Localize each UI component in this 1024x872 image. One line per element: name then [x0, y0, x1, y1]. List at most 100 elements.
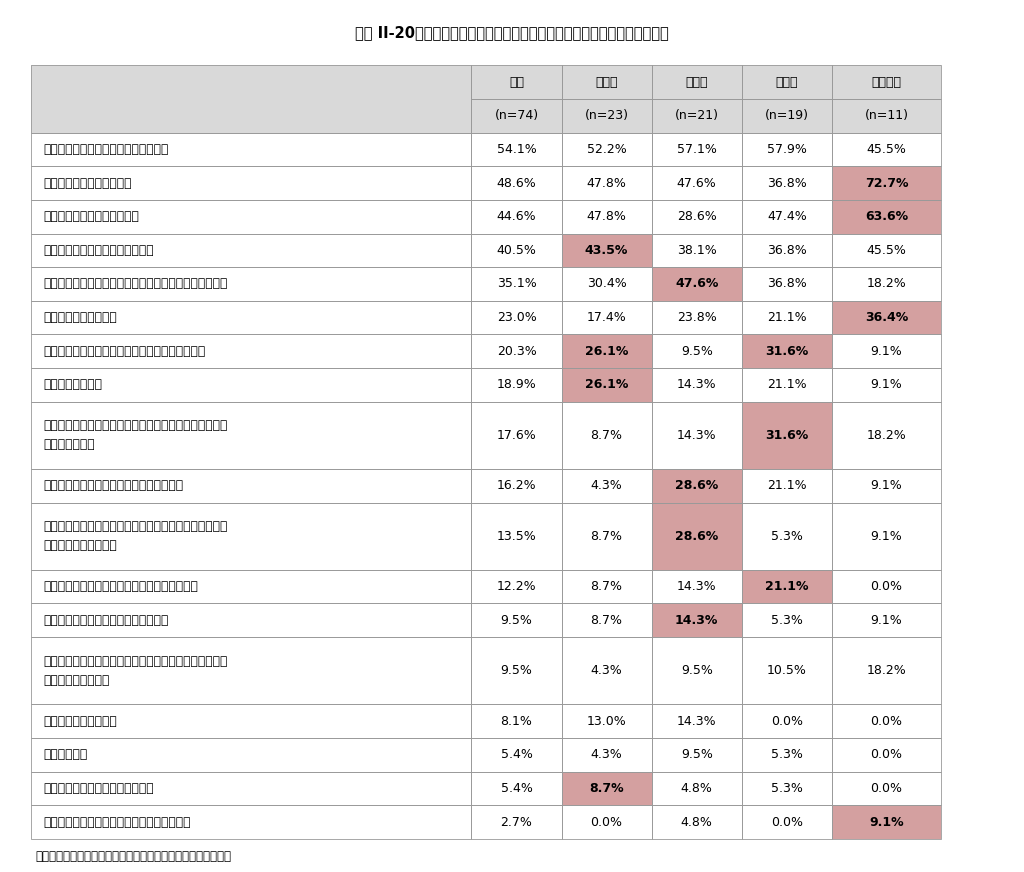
- Text: 見守り、声掛け等のサービスが付いているから: 見守り、声掛け等のサービスが付いているから: [43, 580, 198, 593]
- Bar: [651, 234, 741, 267]
- Text: 4.8%: 4.8%: [681, 782, 713, 795]
- Bar: [471, 234, 561, 267]
- Text: 0.0%: 0.0%: [591, 815, 623, 828]
- Text: 9.5%: 9.5%: [681, 748, 713, 761]
- Bar: [471, 502, 561, 569]
- Bar: [651, 502, 741, 569]
- Text: 31.6%: 31.6%: [765, 344, 808, 358]
- Bar: [471, 772, 561, 805]
- Bar: [831, 603, 941, 637]
- Text: 14.3%: 14.3%: [677, 580, 717, 593]
- Text: 9.1%: 9.1%: [870, 344, 902, 358]
- Text: 図表 II-20　地域類型別、配食サービスの利用理由（調査Ｂ）（複数回答）: 図表 II-20 地域類型別、配食サービスの利用理由（調査Ｂ）（複数回答）: [355, 25, 669, 41]
- Text: 5.3%: 5.3%: [771, 782, 803, 795]
- Bar: [741, 603, 831, 637]
- Text: 9.1%: 9.1%: [870, 614, 902, 627]
- Text: 36.8%: 36.8%: [767, 244, 807, 257]
- Text: 地場産の食材を使用しているから: 地場産の食材を使用しているから: [43, 782, 154, 795]
- Bar: [31, 705, 471, 738]
- Bar: [471, 738, 561, 772]
- Text: 0.0%: 0.0%: [771, 815, 803, 828]
- Text: 28.6%: 28.6%: [675, 480, 718, 493]
- Text: 26.1%: 26.1%: [585, 344, 629, 358]
- Bar: [561, 368, 651, 402]
- Text: 0.0%: 0.0%: [870, 715, 902, 727]
- Bar: [471, 167, 561, 200]
- Text: 14.3%: 14.3%: [677, 715, 717, 727]
- Bar: [651, 637, 741, 705]
- Text: 13.5%: 13.5%: [497, 529, 537, 542]
- Text: 病院や介護事業所などですすめられたから: 病院や介護事業所などですすめられたから: [43, 480, 183, 493]
- Bar: [651, 99, 741, 133]
- Text: 安価に利用できるから: 安価に利用できるから: [43, 311, 117, 324]
- Text: 9.1%: 9.1%: [870, 480, 902, 493]
- Bar: [471, 637, 561, 705]
- Text: 36.8%: 36.8%: [767, 277, 807, 290]
- Bar: [831, 502, 941, 569]
- Text: 9.5%: 9.5%: [681, 664, 713, 678]
- Bar: [471, 569, 561, 603]
- Text: 8.1%: 8.1%: [501, 715, 532, 727]
- Text: 地元の食べ慣れた味付けに対応しているから: 地元の食べ慣れた味付けに対応しているから: [43, 815, 190, 828]
- Text: 45.5%: 45.5%: [866, 244, 906, 257]
- Text: 13.0%: 13.0%: [587, 715, 627, 727]
- Bar: [561, 335, 651, 368]
- Bar: [741, 569, 831, 603]
- Text: 18.2%: 18.2%: [866, 277, 906, 290]
- Text: 人から勧められたから: 人から勧められたから: [43, 715, 117, 727]
- Text: 5.4%: 5.4%: [501, 782, 532, 795]
- Text: 14.3%: 14.3%: [675, 614, 719, 627]
- Text: 9.1%: 9.1%: [870, 378, 902, 392]
- Bar: [471, 99, 561, 133]
- Bar: [651, 99, 741, 133]
- Text: 57.1%: 57.1%: [677, 143, 717, 156]
- Bar: [31, 368, 471, 402]
- Bar: [471, 805, 561, 839]
- Bar: [651, 133, 741, 167]
- Bar: [31, 402, 471, 469]
- Text: 35.1%: 35.1%: [497, 277, 537, 290]
- Bar: [471, 301, 561, 335]
- Text: 調理が身体的に困難だから: 調理が身体的に困難だから: [43, 177, 131, 189]
- Text: 21.1%: 21.1%: [767, 378, 807, 392]
- Text: 57.9%: 57.9%: [767, 143, 807, 156]
- Bar: [651, 368, 741, 402]
- Text: 4.3%: 4.3%: [591, 748, 623, 761]
- Bar: [831, 569, 941, 603]
- Bar: [471, 368, 561, 402]
- Bar: [831, 738, 941, 772]
- Bar: [741, 569, 831, 603]
- Text: 9.5%: 9.5%: [501, 664, 532, 678]
- Text: 28.6%: 28.6%: [675, 529, 718, 542]
- Bar: [831, 335, 941, 368]
- Bar: [651, 301, 741, 335]
- Bar: [831, 368, 941, 402]
- Bar: [741, 637, 831, 705]
- Bar: [31, 637, 471, 705]
- Bar: [651, 738, 741, 772]
- Text: 38.1%: 38.1%: [677, 244, 717, 257]
- Bar: [561, 368, 651, 402]
- Bar: [741, 65, 831, 99]
- Bar: [651, 65, 741, 99]
- Text: 72.7%: 72.7%: [865, 177, 908, 189]
- Bar: [651, 402, 741, 469]
- Text: 47.6%: 47.6%: [677, 177, 717, 189]
- Bar: [741, 200, 831, 234]
- Text: 0.0%: 0.0%: [771, 715, 803, 727]
- Text: 買い物、調理を担う家族、ヘルパー等の負担が減るから: 買い物、調理を担う家族、ヘルパー等の負担が減るから: [43, 277, 227, 290]
- Bar: [651, 200, 741, 234]
- Text: 47.8%: 47.8%: [587, 177, 627, 189]
- Text: 8.7%: 8.7%: [591, 429, 623, 442]
- Bar: [561, 301, 651, 335]
- Text: 21.1%: 21.1%: [767, 480, 807, 493]
- Text: 8.7%: 8.7%: [591, 580, 623, 593]
- Bar: [471, 335, 561, 368]
- Text: 16.2%: 16.2%: [497, 480, 537, 493]
- Bar: [561, 200, 651, 234]
- Bar: [471, 65, 561, 99]
- Bar: [31, 569, 471, 603]
- Bar: [651, 469, 741, 502]
- Text: 減塩やカロリー制限など、治療・療養・生活改善等に対
応しているから: 減塩やカロリー制限など、治療・療養・生活改善等に対 応しているから: [43, 419, 227, 452]
- Bar: [561, 603, 651, 637]
